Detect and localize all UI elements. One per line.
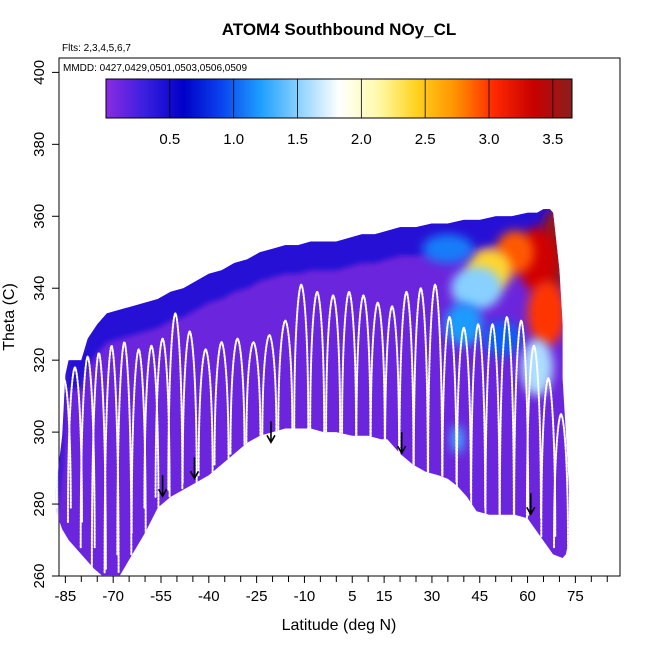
flight-profile: [90, 351, 107, 570]
flight-profile: [455, 326, 472, 495]
flight-profile: [384, 305, 401, 455]
flight-profile: [167, 312, 184, 491]
x-axis: -85 -70 -55 -40 -25 -10 5 15 30 45 60 75: [55, 576, 608, 605]
flight-profile: [427, 283, 444, 477]
flight-profile: [498, 315, 515, 516]
flight-profiles: [55, 283, 570, 574]
x-axis-label: Latitude (deg N): [282, 617, 397, 634]
descent-arrow: [189, 457, 200, 480]
y-tick-label: 340: [31, 276, 48, 301]
x-tick-label: -40: [198, 588, 220, 605]
flight-profile: [293, 283, 310, 430]
x-tick-label: -70: [102, 588, 124, 605]
enhancement-region: [482, 320, 522, 357]
flight-profile: [540, 377, 557, 538]
flight-profile: [325, 294, 342, 434]
colorbar-tick-label: 2.5: [415, 131, 436, 148]
descent-arrow: [157, 475, 168, 498]
x-tick-label: -25: [246, 588, 268, 605]
flight-profile: [277, 319, 294, 434]
flight-profile: [341, 290, 358, 437]
arrow-head: [266, 434, 276, 444]
flight-profile: [484, 323, 501, 516]
x-tick-label: 60: [519, 588, 536, 605]
colorbar-tick-label: 2.0: [351, 131, 372, 148]
colorbar-tick-label: 0.5: [159, 131, 180, 148]
descent-arrow: [266, 421, 276, 444]
flight-profile: [513, 319, 530, 516]
y-axis: 260 280 300 320 340 360 380 400: [31, 60, 59, 589]
y-axis-label: Theta (C): [1, 283, 18, 351]
flight-profile: [369, 301, 386, 441]
enhancement-region: [422, 234, 474, 264]
enhancement-region: [451, 266, 503, 310]
x-tick-label: -55: [150, 588, 172, 605]
flight-profile: [470, 323, 487, 509]
chart-title: ATOM4 Southbound NOy_CL: [222, 20, 457, 39]
y-tick-label: 400: [31, 60, 48, 85]
y-tick-label: 380: [31, 132, 48, 157]
y-tick-label: 300: [31, 420, 48, 445]
flight-profile: [355, 294, 372, 441]
x-tick-label: 75: [567, 588, 584, 605]
colorbar-tick-label: 1.0: [223, 131, 244, 148]
flight-profile: [181, 330, 198, 484]
colorbar-tick-label: 3.5: [542, 131, 563, 148]
descent-arrows: [157, 421, 536, 516]
noy-heatmap-field: [55, 209, 570, 576]
flight-profile: [412, 287, 429, 473]
flight-profile: [66, 366, 83, 524]
flight-profile: [261, 333, 278, 437]
colorbar: [105, 78, 573, 119]
enhancement-region: [444, 302, 483, 346]
x-tick-label: 30: [424, 588, 441, 605]
arrow-head: [526, 506, 536, 516]
x-tick-label: -10: [294, 588, 316, 605]
enhancement-region: [527, 281, 566, 346]
x-tick-label: 15: [376, 588, 393, 605]
flight-profile: [398, 290, 415, 466]
flight-profile: [553, 413, 570, 549]
x-tick-label: -85: [55, 588, 77, 605]
flight-profile: [197, 348, 214, 477]
colorbar-tick-label: 3.0: [479, 131, 500, 148]
colorbar-tick-label: 1.5: [287, 131, 308, 148]
dates-note: MMDD: 0427,0429,0501,0503,0506,0509: [63, 63, 247, 74]
flight-profile: [229, 337, 246, 455]
flight-profile: [245, 341, 262, 444]
flights-note: Flts: 2,3,4,5,6,7: [62, 43, 131, 54]
colorbar-ticks: 0.5 1.0 1.5 2.0 2.5 3.0 3.5: [159, 79, 563, 148]
arrow-head: [396, 445, 407, 455]
flight-profile: [213, 341, 230, 466]
flight-profile: [116, 341, 133, 556]
upper-band: [55, 209, 554, 519]
descent-arrow: [396, 432, 407, 455]
flight-profile: [525, 344, 542, 520]
x-tick-label: 5: [348, 588, 356, 605]
arrow-head: [157, 488, 168, 498]
plot-frame: [58, 57, 621, 577]
x-tick-label: 45: [471, 588, 488, 605]
y-tick-label: 360: [31, 204, 48, 229]
flight-profile: [309, 290, 326, 434]
arrow-head: [189, 470, 200, 480]
flight-profile: [441, 315, 458, 484]
y-tick-label: 260: [31, 563, 48, 588]
y-tick-label: 320: [31, 348, 48, 373]
heatmap-enhancements: [55, 209, 566, 519]
y-tick-label: 280: [31, 492, 48, 517]
descent-arrow: [526, 493, 536, 516]
